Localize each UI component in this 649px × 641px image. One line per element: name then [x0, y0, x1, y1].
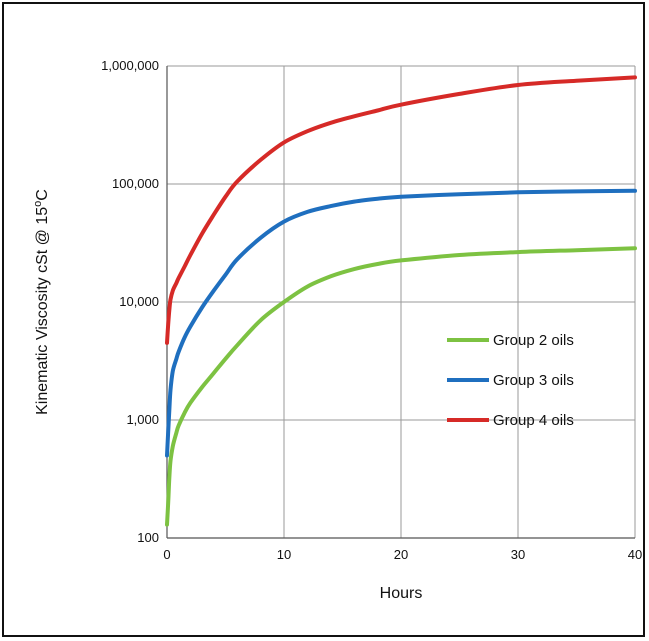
series-line-group-3-oils	[165, 188, 637, 458]
y-axis-title: Kinematic Viscosity cSt @ 15oC	[32, 189, 51, 415]
legend-label-group-2-oils: Group 2 oils	[493, 332, 574, 349]
y-axis-title-superscript: o	[32, 201, 44, 207]
y-tick-label-2: 10,000	[119, 294, 159, 309]
x-tick-label-2: 20	[394, 547, 408, 562]
y-tick-label-4: 1,000,000	[101, 58, 159, 73]
series-line-group-2-oils	[165, 246, 637, 527]
x-axis-title: Hours	[380, 585, 423, 602]
x-tick-label-3: 30	[511, 547, 525, 562]
legend-label-group-3-oils: Group 3 oils	[493, 372, 574, 389]
x-tick-label-0: 0	[163, 547, 170, 562]
series-line-group-4-oils	[165, 75, 637, 345]
y-axis-title-unit: C	[34, 189, 51, 201]
y-tick-label-1: 1,000	[126, 412, 159, 427]
axes	[166, 66, 635, 539]
x-tick-label-4: 40	[628, 547, 642, 562]
x-tick-label-1: 10	[277, 547, 291, 562]
legend: Group 2 oils Group 3 oils Group 4 oils	[447, 332, 574, 429]
y-tick-label-0: 100	[137, 530, 159, 545]
series-lines	[165, 75, 637, 527]
y-tick-labels: 100 1,000 10,000 100,000 1,000,000	[101, 58, 159, 545]
y-axis-title-main: Kinematic Viscosity cSt @ 15	[34, 207, 51, 415]
legend-label-group-4-oils: Group 4 oils	[493, 412, 574, 429]
x-tick-labels: 0 10 20 30 40	[163, 547, 642, 562]
y-tick-label-3: 100,000	[112, 176, 159, 191]
